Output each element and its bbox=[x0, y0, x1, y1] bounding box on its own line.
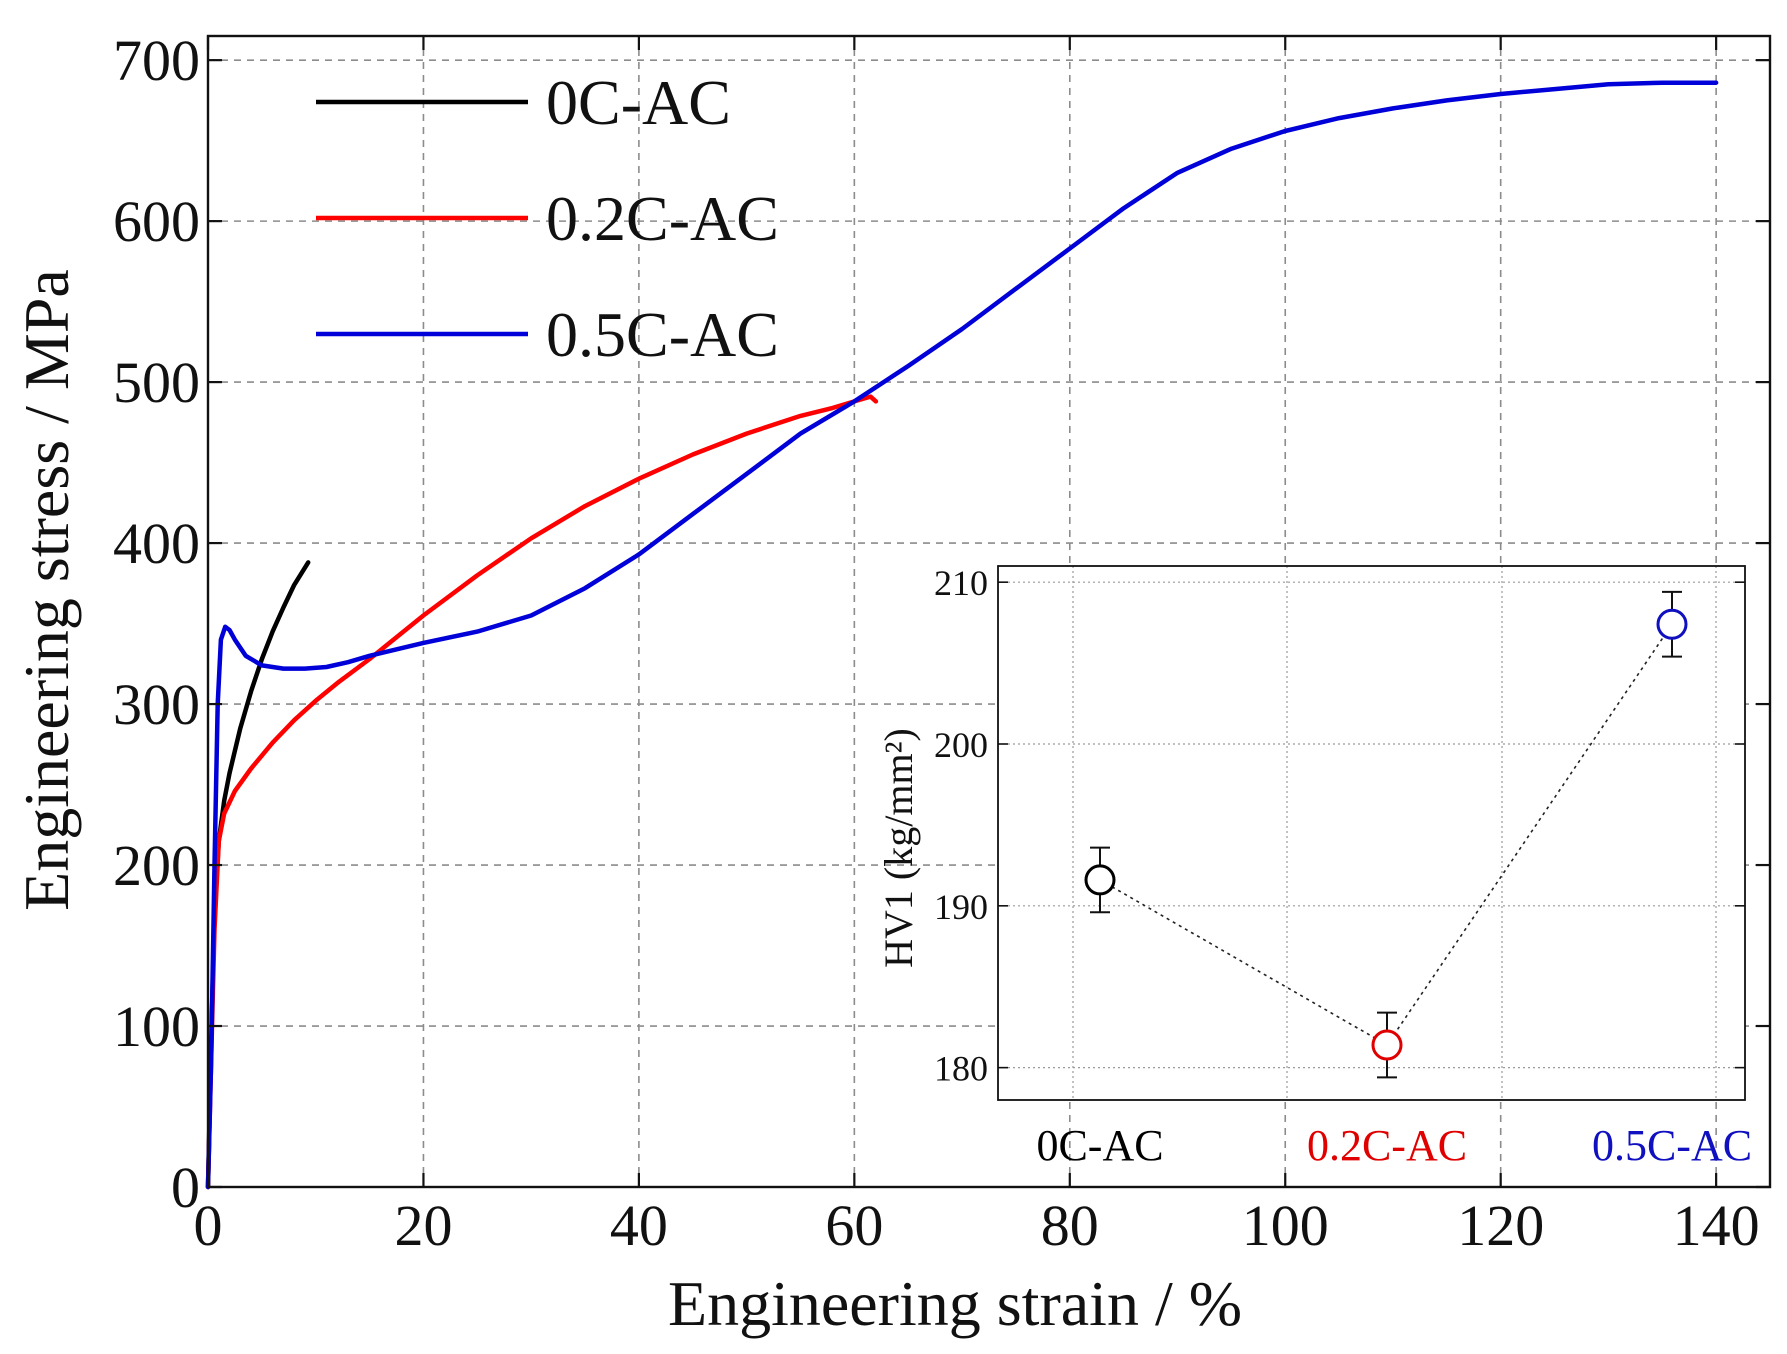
x-tick-label: 40 bbox=[610, 1193, 668, 1258]
inset-y-axis-title: HV1 (kg/mm²) bbox=[876, 728, 921, 968]
legend-label-0c-ac: 0C-AC bbox=[546, 67, 731, 138]
inset-marks bbox=[1084, 590, 1688, 1079]
y-tick-label: 500 bbox=[113, 350, 200, 415]
y-tick-label: 300 bbox=[113, 672, 200, 737]
y-tick-label: 100 bbox=[113, 994, 200, 1059]
x-tick-label: 80 bbox=[1041, 1193, 1099, 1258]
legend-label-02c-ac: 0.2C-AC bbox=[546, 183, 779, 254]
series-line-02c-ac bbox=[205, 394, 879, 1190]
x-tick-label: 120 bbox=[1457, 1193, 1544, 1258]
inset-point-0c-ac bbox=[1084, 864, 1116, 896]
y-tick-label: 600 bbox=[113, 189, 200, 254]
inset-category-label: 0C-AC bbox=[1036, 1121, 1163, 1170]
inset-background bbox=[998, 566, 1745, 1100]
y-axis-title: Engineering stress / MPa bbox=[11, 269, 82, 911]
main-series-layer bbox=[205, 80, 1719, 1190]
x-tick-label: 100 bbox=[1242, 1193, 1329, 1258]
y-tick-label: 400 bbox=[113, 511, 200, 576]
x-tick-label: 20 bbox=[394, 1193, 452, 1258]
inset-hardness-chart: 180 190 200 210 0C-AC 0.2C-AC 0.5C-AC HV1 (kg/… bbox=[876, 563, 1752, 1170]
inset-category-label: 0.2C-AC bbox=[1307, 1121, 1467, 1170]
legend-label-05c-ac: 0.5C-AC bbox=[546, 299, 779, 370]
inset-category-label: 0.5C-AC bbox=[1592, 1121, 1752, 1170]
y-tick-label: 0 bbox=[171, 1155, 200, 1220]
main-plot-frame bbox=[206, 34, 1772, 1189]
legend: 0C-AC 0.2C-AC 0.5C-AC bbox=[316, 67, 779, 370]
inset-ticks: 180 190 200 210 0C-AC 0.2C-AC 0.5C-AC bbox=[934, 563, 1752, 1170]
inset-point-05c-ac bbox=[1656, 608, 1688, 640]
inset-y-tick-label: 200 bbox=[934, 725, 988, 765]
inset-gridlines bbox=[998, 566, 1745, 1100]
series-line-0c-ac bbox=[205, 560, 311, 1190]
inset-y-tick-label: 190 bbox=[934, 887, 988, 927]
inset-point-02c-ac bbox=[1371, 1029, 1403, 1061]
inset-y-tick-label: 180 bbox=[934, 1049, 988, 1089]
series-line-05c-ac bbox=[205, 80, 1719, 1190]
x-tick-label: 0 bbox=[194, 1193, 223, 1258]
y-tick-label: 200 bbox=[113, 833, 200, 898]
inset-y-tick-label: 210 bbox=[934, 563, 988, 603]
x-tick-label: 140 bbox=[1673, 1193, 1760, 1258]
x-axis-title: Engineering strain / % bbox=[668, 1268, 1242, 1339]
main-ticks: 0 20 40 60 80 100 120 140 0 100 200 300 400 500 600 700 bbox=[113, 28, 1770, 1258]
y-tick-label: 700 bbox=[113, 28, 200, 93]
x-tick-label: 60 bbox=[825, 1193, 883, 1258]
inset-plot-frame bbox=[997, 565, 1746, 1101]
